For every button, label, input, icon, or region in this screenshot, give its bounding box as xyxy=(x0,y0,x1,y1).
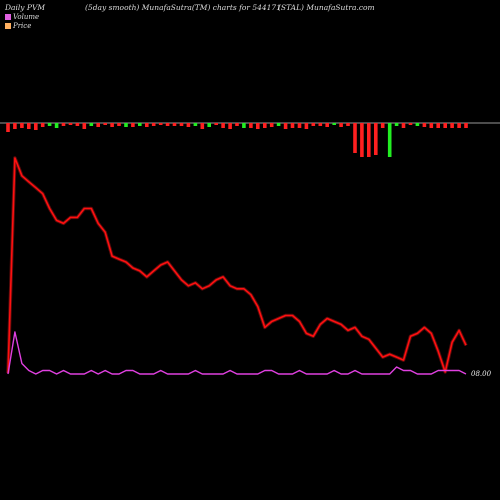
volume-bar xyxy=(68,123,73,125)
price-line xyxy=(7,157,467,374)
legend-volume-swatch xyxy=(5,14,11,20)
volume-bar xyxy=(429,123,434,128)
volume-bar xyxy=(61,123,66,126)
volume-bar xyxy=(290,123,295,128)
volume-bar xyxy=(394,123,399,126)
volume-bar xyxy=(131,123,135,127)
volume-bar xyxy=(360,123,364,157)
legend-price-label: Price xyxy=(13,22,32,30)
volume-bar xyxy=(408,123,413,125)
volume-bar xyxy=(145,123,149,127)
volume-bar xyxy=(221,123,225,128)
volume-bar xyxy=(6,123,10,132)
volume-bar xyxy=(13,123,17,129)
volume-bar xyxy=(117,123,121,126)
volume-bar xyxy=(151,123,156,126)
volume-bar xyxy=(457,123,461,128)
volume-bar xyxy=(450,123,454,128)
volume-bar xyxy=(464,123,468,128)
legend-price: Price xyxy=(5,22,31,30)
volume-bar xyxy=(214,123,218,125)
volume-bar xyxy=(325,123,329,127)
volume-bar xyxy=(401,123,406,128)
volume-bar xyxy=(297,123,302,128)
volume-bar xyxy=(415,123,420,126)
volume-bar xyxy=(165,123,170,126)
volume-bar xyxy=(96,123,100,127)
volume-bar xyxy=(353,123,357,153)
volume-bar xyxy=(256,123,260,129)
volume-bar xyxy=(200,123,205,129)
volume-bar xyxy=(311,123,316,126)
volume-bar xyxy=(47,123,52,126)
volume-bar xyxy=(34,123,38,130)
chart-title-left: Daily PVM xyxy=(5,3,46,12)
volume-bar xyxy=(82,123,87,129)
volume-bar xyxy=(387,123,392,157)
volume-bar xyxy=(380,123,385,128)
volume-bar xyxy=(110,123,114,127)
volume-bar xyxy=(124,123,128,127)
volume-bar xyxy=(249,123,253,128)
volume-bar xyxy=(228,123,232,129)
volume-bar xyxy=(346,123,350,126)
price-end-label: 08.00 xyxy=(471,370,492,378)
volume-bar xyxy=(235,123,239,126)
volume-bar xyxy=(283,123,288,129)
chart-title-right: (STAL) MunafaSutra.com xyxy=(278,3,375,12)
volume-bar xyxy=(374,123,378,155)
volume-bar xyxy=(40,123,45,127)
volume-bar xyxy=(276,123,281,126)
volume-bar xyxy=(27,123,31,129)
volume-bar xyxy=(332,123,336,125)
volume-bar xyxy=(158,123,163,125)
price-line-glow xyxy=(6,156,468,374)
volume-bar xyxy=(186,123,191,127)
volume-bar xyxy=(304,123,309,129)
volume-bar xyxy=(103,123,107,125)
volume-bar xyxy=(443,123,447,128)
volume-bar xyxy=(318,123,323,126)
volume-bar xyxy=(242,123,246,128)
volume-bar xyxy=(339,123,343,127)
legend-volume-label: Volume xyxy=(13,13,40,21)
volume-bar xyxy=(172,123,177,126)
volume-bar xyxy=(20,123,24,128)
chart-title-center: (5day smooth) MunafaSutra(TM) charts for… xyxy=(85,3,281,12)
volume-bar xyxy=(179,123,184,126)
legend-volume: Volume xyxy=(5,13,39,21)
volume-bar xyxy=(367,123,371,157)
volume-bar xyxy=(89,123,94,126)
volume-bar xyxy=(207,123,211,127)
volume-bar xyxy=(54,123,59,128)
volume-bar xyxy=(269,123,274,127)
volume-bar xyxy=(138,123,142,126)
volume-bar xyxy=(193,123,198,126)
volume-bar xyxy=(75,123,80,126)
volume-bar xyxy=(422,123,427,127)
legend-price-swatch xyxy=(5,23,11,29)
volume-line xyxy=(7,331,467,375)
volume-bar xyxy=(263,123,267,128)
volume-bar xyxy=(436,123,440,128)
